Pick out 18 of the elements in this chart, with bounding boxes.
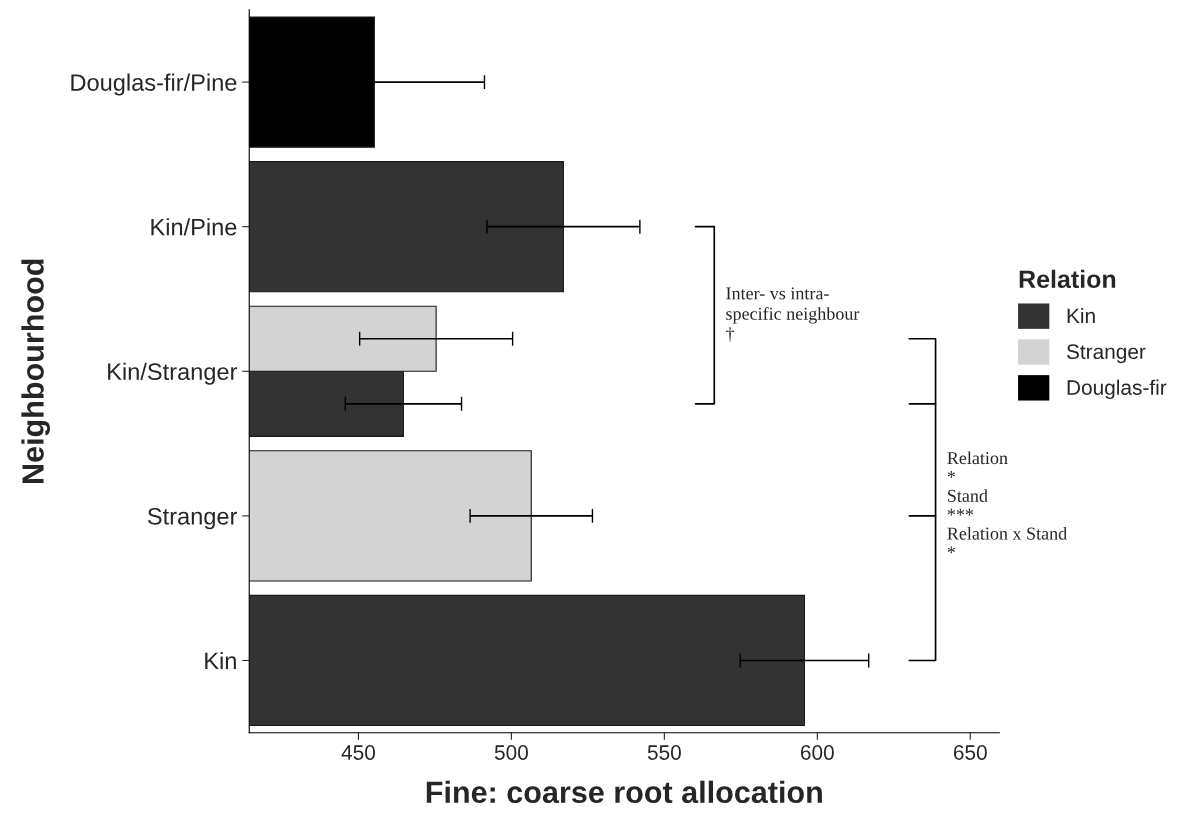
y-tick-label: Stranger [147,507,238,530]
legend-label: Douglas-fir [1067,379,1167,400]
x-axis-title: Fine: coarse root allocation [426,780,822,804]
annotation: Inter- vs intra- specific neighbour † [726,287,860,342]
annotation: Relation * Stand *** Relation x Stand * [947,451,1067,554]
y-tick-label: Kin [205,651,236,670]
legend-label: Kin [1067,307,1095,324]
x-tick-label: 600 [800,745,834,760]
y-tick-label: Kin/Stranger [108,362,238,385]
y-tick-label: Douglas-fir/Pine [71,73,237,96]
x-tick-label: 550 [647,745,681,760]
y-axis-title: Neighbourhood [21,259,51,483]
legend-label: Stranger [1066,344,1146,364]
y-tick-label: Kin/Pine [151,218,237,236]
x-tick-label: 450 [341,745,375,760]
x-tick-label: 650 [953,745,987,760]
legend-title: Relation [1019,269,1116,289]
x-tick-label: 500 [494,745,528,760]
